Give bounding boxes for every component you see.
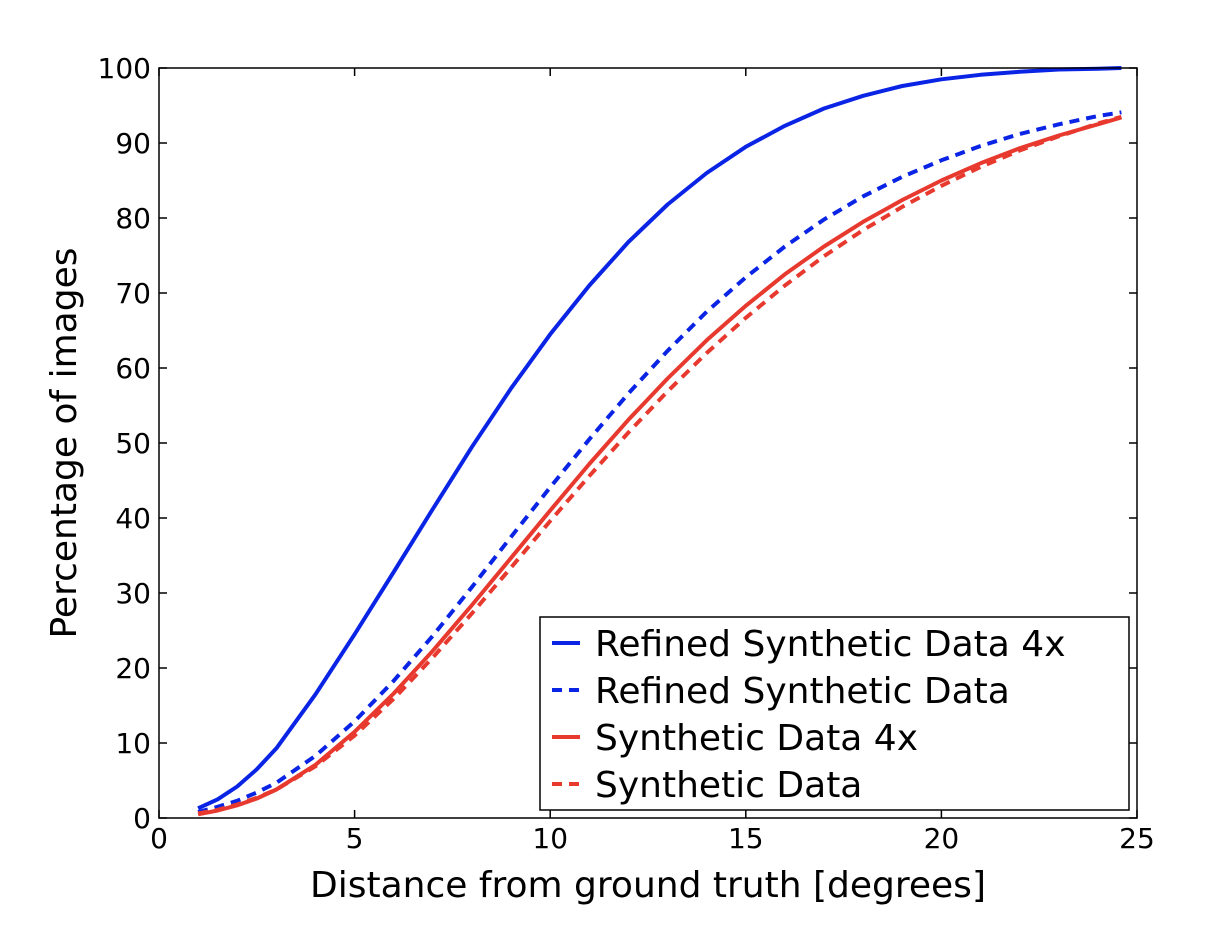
- y-tick-label: 60: [115, 352, 151, 385]
- x-tick-label: 5: [346, 822, 364, 855]
- legend-label-2: Refined Synthetic Data: [595, 671, 1010, 712]
- series-line-3: [197, 115, 1122, 817]
- legend-label-1: Refined Synthetic Data 4x: [595, 624, 1066, 665]
- legend: Refined Synthetic Data 4x Refined Synthet…: [539, 616, 1130, 811]
- series-line-1: [197, 66, 1122, 811]
- x-tick-label: 15: [728, 822, 764, 855]
- y-tick-label: 50: [115, 427, 151, 460]
- legend-box: [539, 616, 1130, 811]
- axes: 0 5 10 15 20 25 0 10 20 30 40 50 60 70 80 90 100: [98, 52, 1155, 855]
- y-tick-label: 90: [115, 127, 151, 160]
- y-tick-label: 10: [115, 727, 151, 760]
- y-tick-label: 40: [115, 502, 151, 535]
- x-tick-label: 10: [532, 822, 568, 855]
- y-tick-label: 0: [133, 802, 151, 835]
- x-tick-label: 25: [1119, 822, 1155, 855]
- series-lines: [197, 66, 1122, 817]
- y-tick-label: 20: [115, 652, 151, 685]
- series-line-4: [197, 114, 1122, 816]
- legend-label-3: Synthetic Data 4x: [595, 718, 918, 759]
- y-tick-label: 70: [115, 277, 151, 310]
- y-tick-label: 100: [98, 52, 151, 85]
- legend-label-4: Synthetic Data: [595, 765, 862, 806]
- x-tick-label: 0: [150, 822, 168, 855]
- y-axis-title: Percentage of images: [44, 248, 85, 639]
- x-axis-title: Distance from ground truth [degrees]: [310, 865, 986, 906]
- y-tick-label: 30: [115, 577, 151, 610]
- x-tick-label: 20: [924, 822, 960, 855]
- y-tick-label: 80: [115, 202, 151, 235]
